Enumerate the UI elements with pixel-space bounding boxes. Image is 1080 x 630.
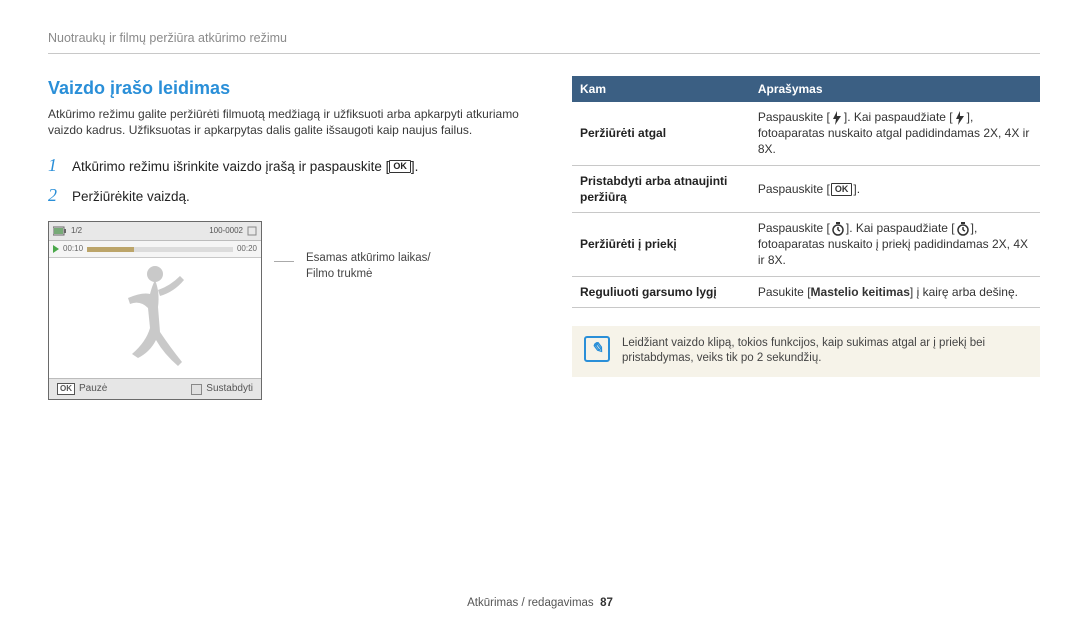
breadcrumb: Nuotraukų ir filmų peržiūra atkūrimo rež… bbox=[48, 30, 1040, 47]
play-icon bbox=[53, 245, 59, 253]
file-id: 100-0002 bbox=[209, 226, 243, 237]
callout-line bbox=[274, 261, 294, 262]
step-2: 2 Peržiūrėkite vaizdą. bbox=[48, 183, 528, 207]
ok-icon: OK bbox=[57, 383, 75, 395]
right-column: Kam Aprašymas Peržiūrėti atgalPaspauskit… bbox=[572, 76, 1040, 400]
video-player-preview: 1/2 100-0002 00:10 00:20 bbox=[48, 221, 262, 400]
table-row: Reguliuoti garsumo lygįPasukite [Masteli… bbox=[572, 276, 1040, 307]
stop-icon bbox=[191, 384, 202, 395]
divider bbox=[48, 53, 1040, 54]
ok-icon: OK bbox=[831, 183, 853, 196]
intro-text: Atkūrimo režimu galite peržiūrėti filmuo… bbox=[48, 106, 528, 138]
stop-label: Sustabdyti bbox=[206, 382, 253, 396]
row-right: Paspauskite []. Kai paspaudžiate [], fot… bbox=[750, 213, 1040, 277]
time-total: 00:20 bbox=[237, 244, 257, 255]
ok-icon: OK bbox=[389, 160, 411, 173]
table-row: Pristabdyti arba atnaujinti peržiūrąPasp… bbox=[572, 165, 1040, 212]
page-footer: Atkūrimas / redagavimas 87 bbox=[0, 596, 1080, 612]
timer-icon bbox=[831, 222, 845, 236]
video-bottom-bar: OK Pauzė Sustabdyti bbox=[49, 378, 261, 399]
pause-label: Pauzė bbox=[79, 382, 107, 396]
row-right: Pasukite [Mastelio keitimas] į kairę arb… bbox=[750, 276, 1040, 307]
table-row: Peržiūrėti atgalPaspauskite []. Kai pasp… bbox=[572, 102, 1040, 165]
row-left: Peržiūrėti atgal bbox=[572, 102, 750, 165]
battery-icon bbox=[53, 226, 67, 236]
table-row: Peržiūrėti į priekįPaspauskite []. Kai p… bbox=[572, 213, 1040, 277]
flash-icon bbox=[831, 111, 843, 125]
step-1-pre: Atkūrimo režimu išrinkite vaizdo įrašą i… bbox=[72, 159, 389, 174]
section-title: Vaizdo įrašo leidimas bbox=[48, 76, 528, 100]
page-number: 87 bbox=[600, 597, 613, 609]
left-column: Vaizdo įrašo leidimas Atkūrimo režimu ga… bbox=[48, 76, 528, 400]
callout-text: Esamas atkūrimo laikas/ Filmo trukmė bbox=[306, 251, 431, 282]
row-left: Pristabdyti arba atnaujinti peržiūrą bbox=[572, 165, 750, 212]
time-elapsed: 00:10 bbox=[63, 244, 83, 255]
flash-icon bbox=[954, 111, 966, 125]
footer-text: Atkūrimas / redagavimas bbox=[467, 597, 594, 609]
video-canvas bbox=[49, 258, 261, 378]
timer-icon bbox=[956, 222, 970, 236]
row-left: Peržiūrėti į priekį bbox=[572, 213, 750, 277]
video-top-bar: 1/2 100-0002 bbox=[49, 222, 261, 241]
counter: 1/2 bbox=[71, 226, 82, 237]
row-right: Paspauskite [OK]. bbox=[750, 165, 1040, 212]
note-box: ✎ Leidžiant vaizdo klipą, tokios funkcij… bbox=[572, 326, 1040, 377]
step-number: 1 bbox=[48, 153, 62, 177]
note-text: Leidžiant vaizdo klipą, tokios funkcijos… bbox=[622, 336, 1028, 367]
th-aprasymas: Aprašymas bbox=[750, 76, 1040, 102]
step-1-post: ]. bbox=[411, 159, 419, 174]
pause-button[interactable]: OK Pauzė bbox=[57, 382, 107, 396]
note-icon: ✎ bbox=[584, 336, 610, 362]
step-1: 1 Atkūrimo režimu išrinkite vaizdo įrašą… bbox=[48, 153, 528, 177]
commands-table: Kam Aprašymas Peržiūrėti atgalPaspauskit… bbox=[572, 76, 1040, 308]
row-left: Reguliuoti garsumo lygį bbox=[572, 276, 750, 307]
card-icon bbox=[247, 226, 257, 236]
dancer-silhouette-icon bbox=[110, 262, 200, 372]
th-kam: Kam bbox=[572, 76, 750, 102]
row-right: Paspauskite []. Kai paspaudžiate [], fot… bbox=[750, 102, 1040, 165]
video-progress-bar: 00:10 00:20 bbox=[49, 241, 261, 258]
step-number: 2 bbox=[48, 183, 62, 207]
stop-button[interactable]: Sustabdyti bbox=[191, 382, 253, 396]
step-2-text: Peržiūrėkite vaizdą. bbox=[72, 188, 190, 206]
